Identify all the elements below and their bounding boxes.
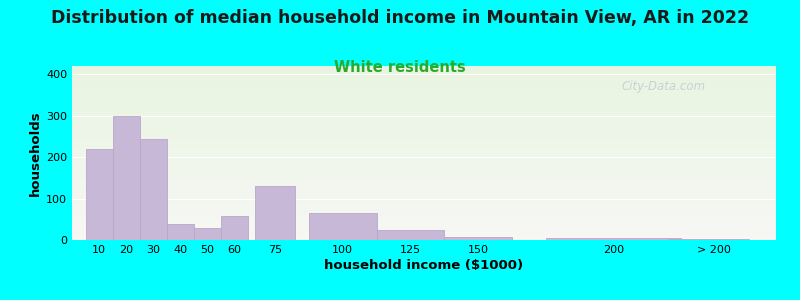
Bar [113, 116, 140, 240]
Bar [309, 213, 377, 240]
Bar [140, 139, 166, 240]
Bar [166, 224, 194, 240]
X-axis label: household income ($1000): household income ($1000) [325, 259, 523, 272]
Bar [668, 239, 749, 240]
Bar [444, 237, 512, 240]
Bar [221, 216, 248, 240]
Text: Distribution of median household income in Mountain View, AR in 2022: Distribution of median household income … [51, 9, 749, 27]
Text: White residents: White residents [334, 60, 466, 75]
Bar [254, 186, 295, 240]
Bar [377, 230, 444, 240]
Y-axis label: households: households [29, 110, 42, 196]
Bar [86, 149, 113, 240]
Bar [546, 238, 682, 240]
Text: City-Data.com: City-Data.com [621, 80, 706, 93]
Bar [194, 228, 221, 240]
